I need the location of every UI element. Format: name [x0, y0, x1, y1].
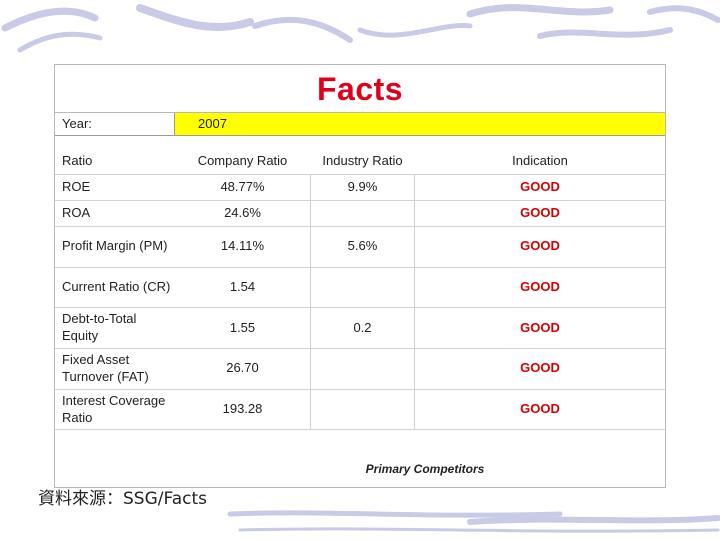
industry-ratio: [310, 349, 415, 389]
table-row: ROE 48.77% 9.9% GOOD: [55, 175, 665, 201]
title-row: Facts: [55, 65, 665, 113]
company-ratio: 26.70: [226, 360, 259, 376]
source-citation: 資料來源：SSG/Facts: [38, 489, 207, 509]
industry-ratio: [310, 389, 415, 430]
year-row: Year: 2007: [55, 113, 665, 136]
indication: GOOD: [520, 179, 560, 195]
table-row: Interest Coverage Ratio 193.28 GOOD: [55, 389, 665, 431]
year-value: 2007: [175, 113, 665, 135]
decorative-brush-strokes-bottom: [227, 510, 720, 533]
indication: GOOD: [520, 360, 560, 376]
table-row: Profit Margin (PM) 14.11% 5.6% GOOD: [55, 227, 665, 268]
indication: GOOD: [520, 319, 560, 335]
table-row: Current Ratio (CR) 1.54 GOOD: [55, 267, 665, 309]
industry-ratio: 9.9%: [310, 175, 415, 200]
ratio-table: Ratio Company Ratio Industry Ratio Indic…: [55, 149, 665, 431]
indication: GOOD: [520, 238, 560, 254]
company-ratio: 14.11%: [220, 238, 265, 254]
industry-ratio: 0.2: [310, 308, 415, 349]
company-ratio: 193.28: [222, 401, 263, 417]
table-row: Fixed Asset Turnover (FAT) 26.70 GOOD: [55, 349, 665, 390]
company-ratio: 24.6%: [224, 205, 261, 221]
header-industry-ratio: Industry Ratio: [322, 153, 403, 169]
ratio-name: Debt-to-Total Equity: [62, 311, 137, 344]
company-ratio: 1.54: [229, 279, 256, 295]
indication: GOOD: [520, 279, 560, 295]
company-ratio: 48.77%: [220, 179, 265, 195]
industry-ratio: [310, 267, 415, 308]
ratio-name: Interest Coverage Ratio: [62, 392, 166, 425]
header-indication: Indication: [512, 153, 568, 169]
indication: GOOD: [520, 205, 560, 221]
table-row: ROA 24.6% GOOD: [55, 201, 665, 227]
header-company-ratio: Company Ratio: [197, 153, 288, 169]
year-label: Year:: [55, 113, 175, 135]
company-ratio: 1.55: [229, 319, 256, 335]
table-header-row: Ratio Company Ratio Industry Ratio Indic…: [55, 149, 665, 175]
header-ratio: Ratio: [62, 153, 93, 169]
ratio-name: Profit Margin (PM): [62, 238, 168, 254]
industry-ratio: 5.6%: [310, 227, 415, 267]
decorative-brush-strokes-top: [1, 4, 720, 53]
ratio-name: Current Ratio (CR): [62, 279, 171, 295]
ratio-name: Fixed Asset Turnover (FAT): [62, 352, 149, 384]
primary-competitors-note: Primary Competitors: [365, 462, 485, 476]
indication: GOOD: [520, 401, 560, 417]
ratio-name: ROE: [62, 179, 91, 195]
table-row: Debt-to-Total Equity 1.55 0.2 GOOD: [55, 308, 665, 350]
industry-ratio: [310, 201, 415, 226]
page-title: Facts: [317, 71, 404, 107]
facts-sheet: Facts Year: 2007 Ratio Company Ratio Ind…: [54, 64, 666, 488]
ratio-name: ROA: [62, 205, 91, 221]
